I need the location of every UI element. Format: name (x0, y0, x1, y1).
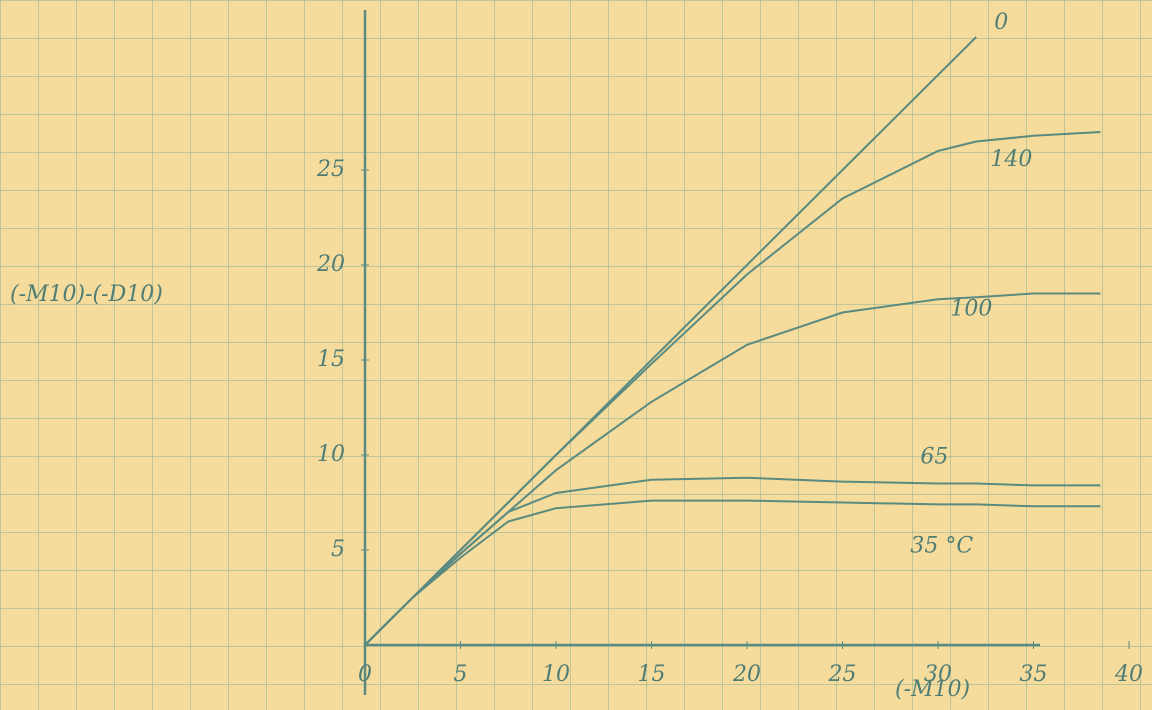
y-tick-label: 5 (331, 537, 345, 562)
chart: (-M10)-(-D10) (-M10) 0510152025303540510… (0, 0, 1152, 710)
x-tick-label: 25 (828, 662, 857, 687)
x-tick-label: 35 (1020, 662, 1048, 687)
series-line (365, 294, 1100, 646)
series-label: 140 (990, 147, 1032, 172)
x-tick-label: 5 (454, 662, 468, 687)
x-tick-label: 40 (1114, 662, 1143, 687)
x-tick-label: 0 (358, 662, 372, 687)
x-tick-label: 20 (732, 662, 761, 687)
x-tick-label: 30 (924, 662, 952, 687)
series-line (365, 132, 1100, 645)
series-label: 65 (920, 444, 948, 469)
x-tick-label: 15 (638, 662, 666, 687)
y-tick-label: 15 (317, 347, 345, 372)
y-tick-label: 25 (316, 157, 345, 182)
y-axis-label: (-M10)-(-D10) (10, 282, 163, 307)
series-line (365, 478, 1100, 645)
series-line (365, 501, 1100, 645)
series-label: 0 (994, 10, 1008, 35)
series-label: 35 °C (910, 533, 973, 558)
series-label: 100 (950, 297, 992, 322)
y-tick-label: 10 (317, 442, 345, 467)
x-tick-label: 10 (542, 662, 570, 687)
y-tick-label: 20 (316, 252, 345, 277)
